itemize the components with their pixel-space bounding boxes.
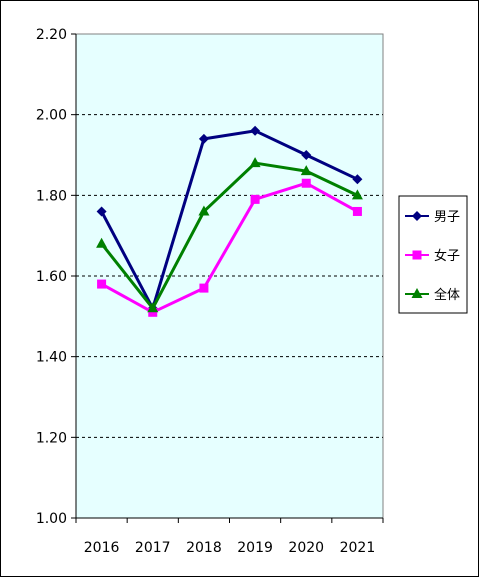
data-point — [249, 157, 261, 168]
x-axis-ticks: 2016 2017 2018 2019 2020 2021 — [75, 518, 384, 556]
y-tick-label: 1.40 — [36, 350, 67, 366]
legend-label: 全体 — [434, 287, 460, 303]
y-tick-label: 1.00 — [36, 511, 67, 527]
data-point — [352, 174, 363, 185]
data-point — [198, 133, 209, 144]
series-3 — [96, 157, 363, 313]
legend-label: 男子 — [434, 210, 460, 225]
data-point — [301, 178, 311, 188]
y-tick-label: 1.80 — [36, 188, 67, 204]
data-point — [301, 150, 312, 160]
series-line — [100, 181, 359, 314]
y-tick-label: 1.60 — [36, 269, 67, 285]
x-tick-label: 2017 — [135, 540, 171, 556]
legend-item: 男子 — [405, 210, 460, 225]
data-point — [148, 307, 158, 317]
x-tick-label: 2020 — [288, 540, 324, 556]
data-point — [198, 205, 210, 216]
series-line — [100, 161, 359, 310]
x-tick-label: 2021 — [340, 540, 376, 556]
x-tick-label: 2019 — [237, 540, 273, 556]
series-line — [100, 129, 359, 310]
data-point — [147, 302, 159, 313]
data-point — [352, 206, 362, 216]
data-point — [96, 237, 108, 248]
y-tick-label: 2.20 — [36, 27, 67, 43]
data-point — [300, 165, 312, 176]
legend-item: 女子 — [405, 248, 460, 264]
legend-marker — [411, 288, 423, 298]
x-tick-label: 2016 — [84, 540, 120, 556]
data-point — [96, 206, 107, 217]
legend-item: 全体 — [405, 287, 460, 303]
y-axis-ticks: 1.00 1.20 1.40 1.60 1.80 2.00 2.20 — [36, 27, 76, 527]
series-group — [96, 125, 363, 317]
data-point — [199, 283, 209, 293]
data-point — [97, 279, 107, 289]
y-tick-label: 2.00 — [36, 108, 67, 124]
y-tick-label: 1.20 — [36, 430, 67, 446]
legend-label: 女子 — [434, 248, 460, 264]
x-tick-label: 2018 — [186, 540, 222, 556]
data-point — [250, 194, 260, 204]
legend-marker — [412, 211, 422, 221]
series-2 — [97, 178, 362, 317]
data-point — [351, 189, 363, 200]
legend-marker — [412, 250, 422, 260]
data-point — [250, 125, 261, 136]
